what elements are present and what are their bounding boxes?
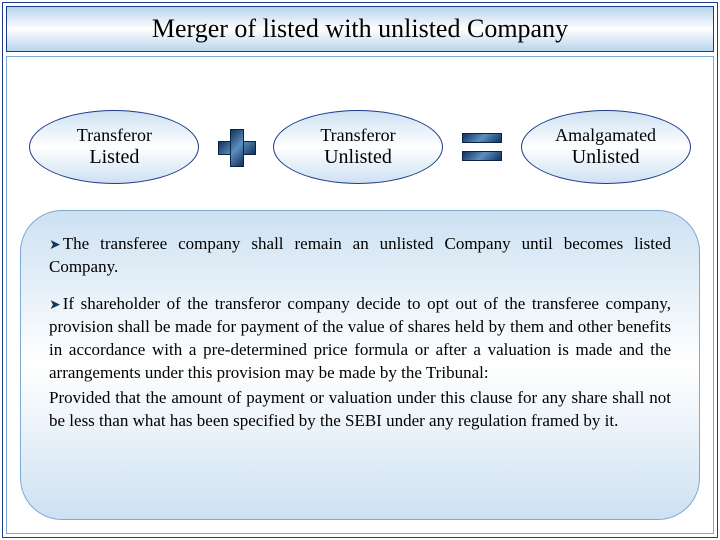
oval-left-line1: Transferor	[77, 125, 152, 146]
equals-bar-bottom	[462, 151, 502, 161]
oval-left-line2: Listed	[89, 146, 139, 169]
details-text-box: ➤The transferee company shall remain an …	[20, 210, 700, 520]
bullet-icon: ➤	[49, 238, 61, 253]
oval-right-line2: Unlisted	[572, 146, 640, 169]
oval-transferor-listed: Transferor Listed	[29, 110, 199, 184]
oval-mid-line1: Transferor	[320, 125, 395, 146]
bullet-1-text: The transferee company shall remain an u…	[49, 234, 671, 276]
plus-icon	[218, 129, 254, 165]
title-bar: Merger of listed with unlisted Company	[6, 6, 714, 52]
equals-icon	[462, 133, 502, 161]
slide-title: Merger of listed with unlisted Company	[152, 14, 568, 44]
bullet-2: ➤If shareholder of the transferor compan…	[49, 293, 671, 385]
bullet-2-proviso: Provided that the amount of payment or v…	[49, 387, 671, 433]
bullet-2-text: If shareholder of the transferor company…	[49, 294, 671, 382]
equals-bar-top	[462, 133, 502, 143]
bullet-icon: ➤	[49, 298, 61, 313]
oval-transferor-unlisted: Transferor Unlisted	[273, 110, 443, 184]
equation-row: Transferor Listed Transferor Unlisted Am…	[20, 110, 700, 184]
oval-mid-line2: Unlisted	[324, 146, 392, 169]
oval-right-line1: Amalgamated	[555, 125, 656, 146]
oval-amalgamated-unlisted: Amalgamated Unlisted	[521, 110, 691, 184]
bullet-1: ➤The transferee company shall remain an …	[49, 233, 671, 279]
